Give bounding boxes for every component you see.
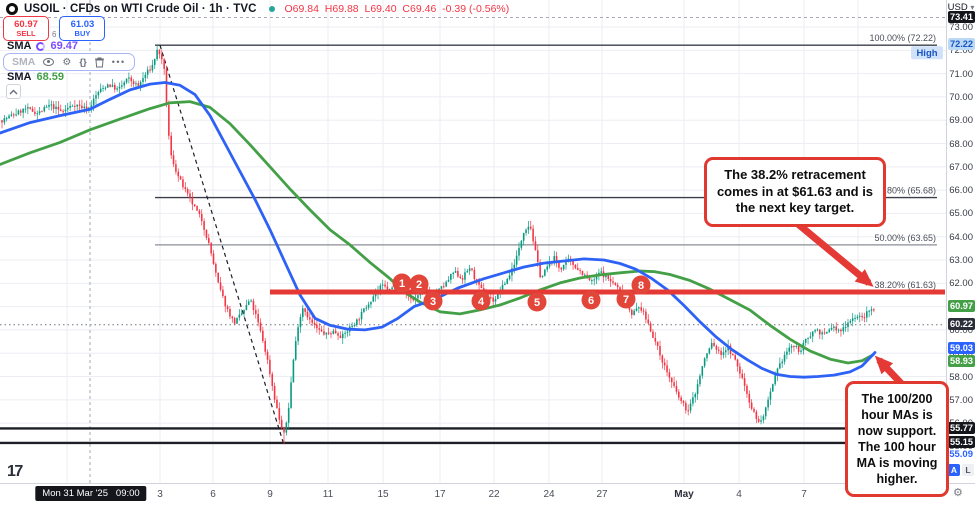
source-code-icon[interactable]: {} — [79, 56, 87, 68]
fib-label: 38.20% (61.63) — [874, 280, 936, 290]
price-axis-label: 60.00 — [949, 324, 973, 336]
sequence-marker — [423, 291, 443, 311]
callout-retracement: The 38.2% retracement comes in at $61.63… — [704, 157, 886, 227]
sequence-marker-number: 8 — [638, 280, 644, 292]
price-axis-label: 68.00 — [949, 138, 973, 150]
price-axis-label: 66.00 — [949, 185, 973, 197]
sequence-marker-number: 2 — [416, 279, 422, 291]
symbol-legend: USOIL · CFDs on WTI Crude Oil · 1h · TVC… — [6, 3, 509, 15]
price-axis-label: 70.00 — [949, 91, 973, 103]
price-axis-label: 73.00 — [949, 22, 973, 34]
settings-gear-icon[interactable]: ⚙ — [62, 56, 72, 68]
sell-button[interactable]: 60.97 SELL — [3, 16, 49, 41]
currency-selector[interactable]: USD ▾ — [947, 2, 975, 13]
time-marker-badge: Mon 31 Mar '25 09:00 — [35, 486, 147, 501]
sequence-marker-number: 6 — [588, 295, 594, 307]
sequence-marker — [616, 289, 636, 309]
price-badge-59.03: 59.03 — [948, 342, 975, 354]
ma-200-line — [0, 100, 875, 365]
buy-price: 61.03 — [70, 18, 95, 30]
sequence-marker-number: 3 — [430, 296, 436, 308]
time-axis-label: 17 — [434, 489, 446, 500]
price-axis[interactable]: USD ▾ 73.00 72.00 71.00 70.00 69.00 68.00 67.0… — [946, 0, 975, 483]
time-axis-label: 3 — [157, 489, 163, 500]
price-badge-60.97: 60.97 — [948, 300, 975, 312]
sell-price: 60.97 — [14, 18, 38, 30]
market-status-icon — [268, 6, 275, 12]
delete-trash-icon[interactable] — [94, 57, 104, 68]
low-price-label: 55.09 — [949, 449, 973, 460]
indicator-legend-sma-3[interactable]: SMA 68.59 — [7, 71, 64, 83]
symbol-title[interactable]: USOIL · CFDs on WTI Crude Oil · 1h · TVC — [24, 3, 257, 15]
indicator-legend-sma-1[interactable]: SMA 69.47 — [7, 40, 78, 52]
trade-panel: 60.97 SELL 6 61.03 BUY — [3, 16, 106, 41]
time-axis-label: 6 — [210, 489, 216, 500]
chevron-down-icon: ▾ — [970, 3, 975, 12]
spread-value: 6 — [52, 30, 57, 39]
sequence-marker-number: 7 — [623, 294, 629, 306]
price-badge-73.41: 73.41 — [948, 11, 975, 23]
price-axis-label: 69.00 — [949, 115, 973, 127]
fib-label: 100.00% (72.22) — [869, 33, 936, 43]
price-axis-label: 72.00 — [949, 45, 973, 57]
sequence-marker — [581, 290, 601, 310]
loading-spinner-icon — [36, 41, 46, 51]
buy-button[interactable]: 61.03 BUY — [59, 16, 106, 41]
time-axis-label: 9 — [267, 489, 273, 500]
price-axis-label: 71.00 — [949, 68, 973, 80]
usoil-logo-icon — [6, 3, 18, 15]
fib-label: 61.80% (65.68) — [874, 186, 936, 196]
time-axis-label: 4 — [736, 489, 742, 500]
price-badge-55.77: 55.77 — [948, 422, 975, 434]
price-axis-label: 67.00 — [949, 161, 973, 173]
sequence-marker-number: 1 — [399, 278, 405, 290]
time-axis-label: 15 — [377, 489, 389, 500]
price-chart-canvas[interactable]: 100.00% (72.22) High 61.80% (65.68) 50.00% … — [0, 0, 946, 483]
callout-ma-support: The 100/200 hour MAs is now support. The… — [845, 381, 949, 497]
tradingview-logo[interactable]: 17 — [7, 463, 23, 480]
price-axis-label: 58.00 — [949, 371, 973, 383]
sequence-marker-number: 5 — [534, 297, 540, 309]
price-badge-58.93: 58.93 — [948, 355, 975, 367]
sequence-marker — [527, 292, 547, 312]
log-scale-button[interactable]: L — [962, 464, 974, 476]
more-options-icon[interactable]: ••• — [111, 57, 126, 67]
sequence-marker — [631, 275, 651, 295]
sequence-marker-number: 4 — [478, 296, 485, 308]
sequence-marker — [392, 273, 412, 293]
chart-settings-gear-icon[interactable]: ⚙ — [953, 486, 963, 499]
time-axis-label: 7 — [801, 489, 807, 500]
annotation-arrow — [795, 221, 874, 287]
auto-scale-button[interactable]: A — [948, 464, 960, 476]
price-badge-72.22: 72.22 — [948, 38, 975, 50]
sequence-marker — [409, 274, 429, 294]
time-axis-label: 11 — [322, 489, 334, 500]
ohlc-values: O69.84 H69.88 L69.40 C69.46 -0.39 (-0.56… — [284, 3, 510, 15]
time-axis-label: 27 — [596, 489, 608, 500]
price-axis-label: 65.00 — [949, 208, 973, 220]
ma-100-line — [0, 81, 877, 379]
time-axis-label: 24 — [543, 489, 555, 500]
time-axis-label: 22 — [488, 489, 500, 500]
high-badge-label: High — [916, 48, 937, 59]
sequence-marker — [471, 291, 491, 311]
sma-value: 68.59 — [36, 71, 64, 83]
hide-eye-icon[interactable] — [43, 58, 55, 66]
collapse-legend-button[interactable] — [6, 84, 21, 99]
high-badge — [911, 46, 943, 60]
price-axis-label: 63.00 — [949, 255, 973, 267]
price-axis-label: 62.00 — [949, 278, 973, 290]
time-axis-label: May — [674, 489, 694, 500]
price-axis-label: 57.00 — [949, 394, 973, 406]
price-badge-60.22: 60.22 — [948, 318, 975, 330]
time-axis[interactable]: 27369111517222427May47Mon 31 Mar '25 09:… — [0, 483, 975, 505]
indicator-legend-sma-2[interactable]: SMA ⚙ {} ••• — [3, 53, 135, 71]
trendline — [159, 45, 284, 442]
price-badge-55.15: 55.15 — [948, 436, 975, 448]
fib-label: 50.00% (63.65) — [874, 233, 936, 243]
price-axis-label: 64.00 — [949, 231, 973, 243]
sma-value: 69.47 — [50, 40, 78, 52]
